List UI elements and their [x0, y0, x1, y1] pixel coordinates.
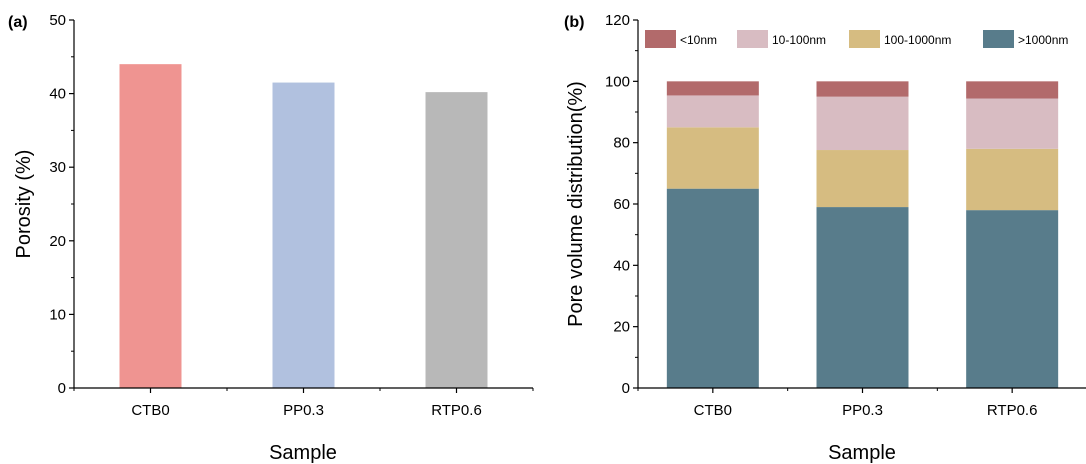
bar-ctb0: [119, 64, 182, 388]
legend-label: 10-100nm: [772, 33, 826, 47]
bar-rtp06: [425, 92, 488, 389]
bar-pp03: [272, 82, 335, 388]
y-tick-label: 40: [49, 86, 66, 103]
legend-swatch: [849, 30, 880, 48]
legend-label: <10nm: [680, 33, 717, 47]
x-tick-label: CTB0: [131, 402, 169, 419]
panel-label: (a): [8, 14, 28, 31]
y-tick-label: 50: [49, 12, 66, 29]
x-tick-label: PP0.3: [283, 402, 324, 419]
y-tick-label: 100: [605, 73, 630, 90]
chart-pore-volume-distribution: 0 20 40 60 80 100 120 CTB0 PP0.3 RTP0.6 Sample Pore…: [564, 12, 1086, 464]
y-axis-title: Porosity (%): [13, 150, 35, 259]
x-tick-label: RTP0.6: [987, 402, 1038, 419]
y-axis-title: Pore volume distribution(%): [565, 81, 587, 327]
legend-label: 100-1000nm: [884, 33, 951, 47]
legend-swatch: [645, 30, 676, 48]
bar-segment-1000nm-pp03: [816, 207, 909, 388]
y-tick-label: 0: [622, 380, 630, 397]
chart-porosity: 0 10 20 30 40 50 CTB0 PP0.3 RTP0.6 Sample Porosity…: [8, 12, 534, 464]
bar-segment-10100nm-ctb0: [666, 95, 759, 128]
legend-swatch: [983, 30, 1014, 48]
y-tick-label: 20: [49, 233, 66, 250]
x-tick-label: CTB0: [694, 402, 732, 419]
y-tick-label: 40: [613, 257, 630, 274]
x-axis-title: Sample: [269, 442, 337, 464]
y-tick-label: 10: [49, 306, 66, 323]
y-tick-label: 30: [49, 159, 66, 176]
x-tick-label: PP0.3: [842, 402, 883, 419]
bar-segment-1001000nm-ctb0: [666, 127, 759, 189]
bar-segment-10nm-pp03: [816, 81, 909, 97]
legend-swatch: [737, 30, 768, 48]
panel-label: (b): [564, 14, 584, 31]
y-tick-label: 80: [613, 135, 630, 152]
x-tick-label: RTP0.6: [431, 402, 482, 419]
y-tick-label: 0: [58, 380, 66, 397]
y-tick-label: 120: [605, 12, 630, 29]
bar-segment-10100nm-pp03: [816, 96, 909, 151]
bar-segment-10nm-ctb0: [666, 81, 759, 96]
y-tick-label: 20: [613, 319, 630, 336]
x-axis-title: Sample: [828, 442, 896, 464]
bar-segment-1000nm-ctb0: [666, 188, 759, 388]
legend-label: >1000nm: [1018, 33, 1068, 47]
bar-segment-1001000nm-rtp06: [966, 148, 1059, 211]
bar-segment-10100nm-rtp06: [966, 98, 1059, 149]
bar-segment-10nm-rtp06: [966, 81, 1059, 99]
y-tick-label: 60: [613, 196, 630, 213]
bar-segment-1000nm-rtp06: [966, 210, 1059, 388]
bar-segment-1001000nm-pp03: [816, 150, 909, 208]
